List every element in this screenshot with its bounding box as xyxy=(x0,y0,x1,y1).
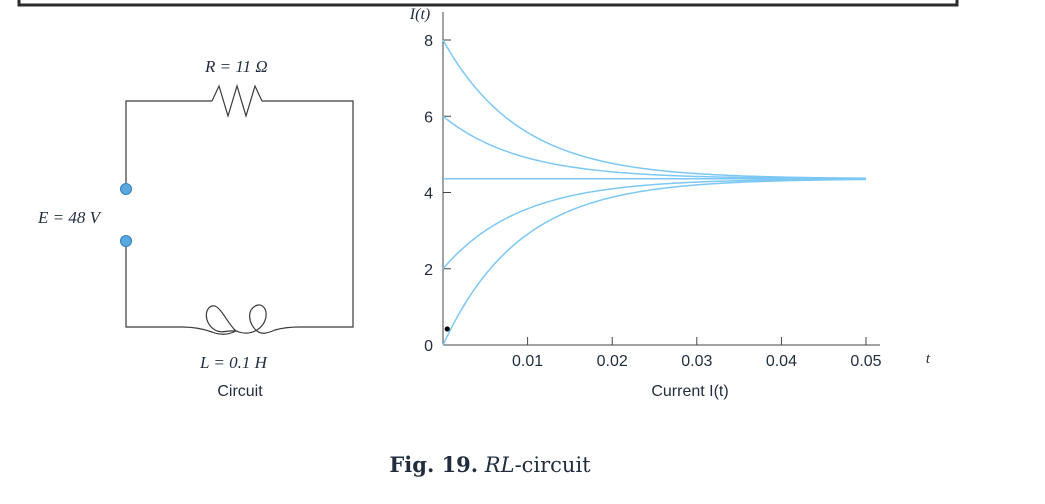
inductor-label: L = 0.1 H xyxy=(199,353,269,372)
resistor-icon xyxy=(211,83,263,119)
series-line xyxy=(442,178,867,346)
y-tick-label: 8 xyxy=(424,33,433,50)
source-label: E = 48 V xyxy=(37,208,103,227)
y-tick-label: 2 xyxy=(424,262,433,279)
x-tick-label: 0.02 xyxy=(597,353,628,370)
figure-caption-italic: RL xyxy=(484,453,515,477)
circuit-caption: Circuit xyxy=(217,383,263,400)
series-line xyxy=(442,178,867,270)
x-tick-label: 0.04 xyxy=(766,353,797,370)
y-tick-label: 0 xyxy=(424,338,433,355)
series-line xyxy=(442,39,867,179)
y-tick-label: 6 xyxy=(424,109,433,126)
source-terminal-top xyxy=(120,183,132,195)
left-wire-top xyxy=(125,100,212,188)
y-tick-label: 4 xyxy=(424,186,433,203)
x-axis-label: Current I(t) xyxy=(651,383,728,400)
bottom-left-wire xyxy=(125,241,182,328)
y-axis-label: I(t) xyxy=(409,6,430,23)
x-tick-label: 0.03 xyxy=(681,353,712,370)
chart-axes: I(t) t Current I(t) xyxy=(409,6,931,400)
circuit-diagram xyxy=(125,83,354,335)
marker-dot xyxy=(444,326,450,332)
x-tick-label: 0.01 xyxy=(512,353,543,370)
chart-series xyxy=(442,39,867,346)
x-axis-end-label: t xyxy=(926,351,931,367)
figure-caption: Fig. 19. RL-circuit xyxy=(0,452,980,477)
inductor-icon xyxy=(181,304,301,335)
top-right-wire xyxy=(262,100,354,328)
top-frame xyxy=(17,0,959,7)
figure-caption-label: Fig. 19. xyxy=(389,452,479,477)
source-terminal-bottom xyxy=(120,235,132,247)
x-tick-label: 0.05 xyxy=(850,353,881,370)
chart-ticks: 0 2 4 6 8 0.01 0.02 0.03 0.04 0.05 xyxy=(424,33,882,370)
figure-caption-rest: -circuit xyxy=(514,453,591,477)
resistor-label: R = 11 Ω xyxy=(204,57,268,76)
